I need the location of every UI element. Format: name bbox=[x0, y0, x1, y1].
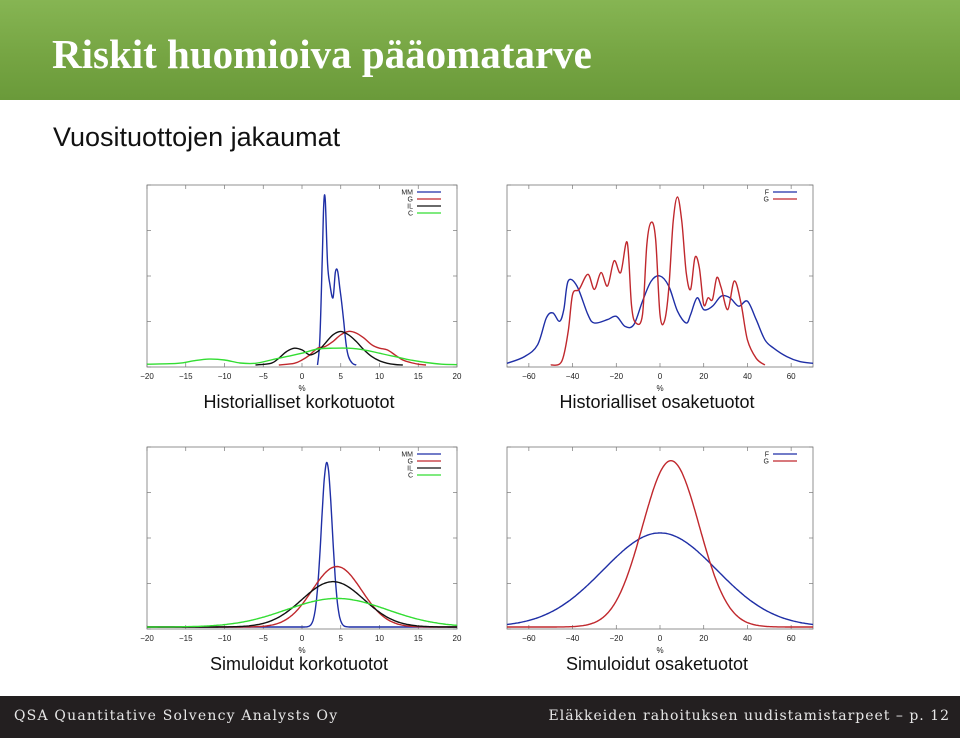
x-axis-label: % bbox=[656, 646, 663, 655]
x-tick-label: −60 bbox=[522, 372, 536, 381]
x-tick-label: 5 bbox=[339, 634, 344, 643]
x-tick-label: 40 bbox=[743, 372, 752, 381]
footer-company: QSA Quantitative Solvency Analysts Oy bbox=[14, 708, 339, 724]
x-tick-label: 0 bbox=[658, 634, 663, 643]
legend-label-g: G bbox=[764, 197, 769, 204]
x-tick-label: 0 bbox=[658, 372, 663, 381]
series-line-c bbox=[147, 597, 458, 628]
series-line-il bbox=[255, 330, 403, 366]
x-tick-label: −15 bbox=[179, 634, 193, 643]
series-line-f bbox=[506, 532, 814, 626]
plot-frame bbox=[506, 446, 814, 630]
x-tick-label: 40 bbox=[743, 634, 752, 643]
x-tick-label: 10 bbox=[375, 634, 384, 643]
x-tick-label: 20 bbox=[699, 634, 708, 643]
x-tick-label: −20 bbox=[609, 634, 623, 643]
x-tick-label: 60 bbox=[787, 372, 796, 381]
legend-label-g: G bbox=[408, 197, 413, 204]
footer: QSA Quantitative Solvency Analysts Oy El… bbox=[0, 696, 960, 738]
chart-1: −20 −15 −10 −5 0 5 10 15 20%Historialliset korko… bbox=[140, 184, 462, 412]
chart-title: Simuloidut korkotuotot bbox=[210, 654, 388, 674]
x-tick-label: 15 bbox=[414, 372, 423, 381]
legend-label-c: C bbox=[408, 211, 413, 218]
title-bar: Riskit huomioiva pääomatarve bbox=[0, 0, 960, 100]
legend-label-c: C bbox=[408, 473, 413, 480]
slide-subtitle: Vuosituottojen jakaumat bbox=[53, 122, 341, 152]
x-tick-label: 0 bbox=[300, 634, 305, 643]
x-axis-label: % bbox=[298, 384, 305, 393]
chart-title: Simuloidut osaketuotot bbox=[566, 654, 748, 674]
chart-4: −60 −40 −20 0 20 40 60%Simuloidut osaketuotot F… bbox=[506, 446, 814, 674]
x-axis-label: % bbox=[298, 646, 305, 655]
x-tick-label: −40 bbox=[566, 372, 580, 381]
x-tick-label: 60 bbox=[787, 634, 796, 643]
legend-label-g: G bbox=[408, 459, 413, 466]
series-line-g bbox=[507, 459, 813, 628]
legend-label-f: F bbox=[765, 452, 769, 459]
charts-area: −20 −15 −10 −5 0 5 10 15 20%Historialliset korko… bbox=[140, 184, 814, 674]
x-tick-label: −20 bbox=[609, 372, 623, 381]
x-tick-label: 20 bbox=[453, 634, 462, 643]
x-tick-label: −20 bbox=[140, 372, 154, 381]
x-tick-label: −40 bbox=[566, 634, 580, 643]
legend-label-il: IL bbox=[407, 466, 413, 473]
legend-label-f: F bbox=[765, 190, 769, 197]
x-tick-label: −15 bbox=[179, 372, 193, 381]
x-tick-label: −5 bbox=[259, 372, 269, 381]
series-line-g bbox=[550, 196, 766, 366]
slide-title: Riskit huomioiva pääomatarve bbox=[52, 31, 592, 77]
series-line-f bbox=[506, 275, 814, 364]
x-tick-label: −10 bbox=[218, 634, 232, 643]
x-tick-label: 20 bbox=[453, 372, 462, 381]
chart-title: Historialliset korkotuotot bbox=[203, 392, 394, 412]
series-line-mm bbox=[316, 194, 357, 366]
chart-3: −20 −15 −10 −5 0 5 10 15 20%Simuloidut korkotuot… bbox=[140, 446, 462, 674]
series-line-c bbox=[146, 347, 458, 366]
x-tick-label: 20 bbox=[699, 372, 708, 381]
footer-page-info: Eläkkeiden rahoituksen uudistamistarpeet… bbox=[548, 708, 950, 724]
x-tick-label: 0 bbox=[300, 372, 305, 381]
legend-label-mm: MM bbox=[401, 452, 413, 459]
x-axis-label: % bbox=[656, 384, 663, 393]
x-tick-label: −20 bbox=[140, 634, 154, 643]
chart-title: Historialliset osaketuotot bbox=[559, 392, 754, 412]
chart-2: −60 −40 −20 0 20 40 60%Historialliset osaketuo… bbox=[506, 184, 814, 412]
x-tick-label: 5 bbox=[339, 372, 344, 381]
x-tick-label: −10 bbox=[218, 372, 232, 381]
x-tick-label: 15 bbox=[414, 634, 423, 643]
x-tick-label: −5 bbox=[259, 634, 269, 643]
legend-label-g: G bbox=[764, 459, 769, 466]
legend-label-mm: MM bbox=[401, 190, 413, 197]
x-tick-label: −60 bbox=[522, 634, 536, 643]
x-tick-label: 10 bbox=[375, 372, 384, 381]
legend-label-il: IL bbox=[407, 204, 413, 211]
series-line-mm bbox=[147, 461, 457, 628]
